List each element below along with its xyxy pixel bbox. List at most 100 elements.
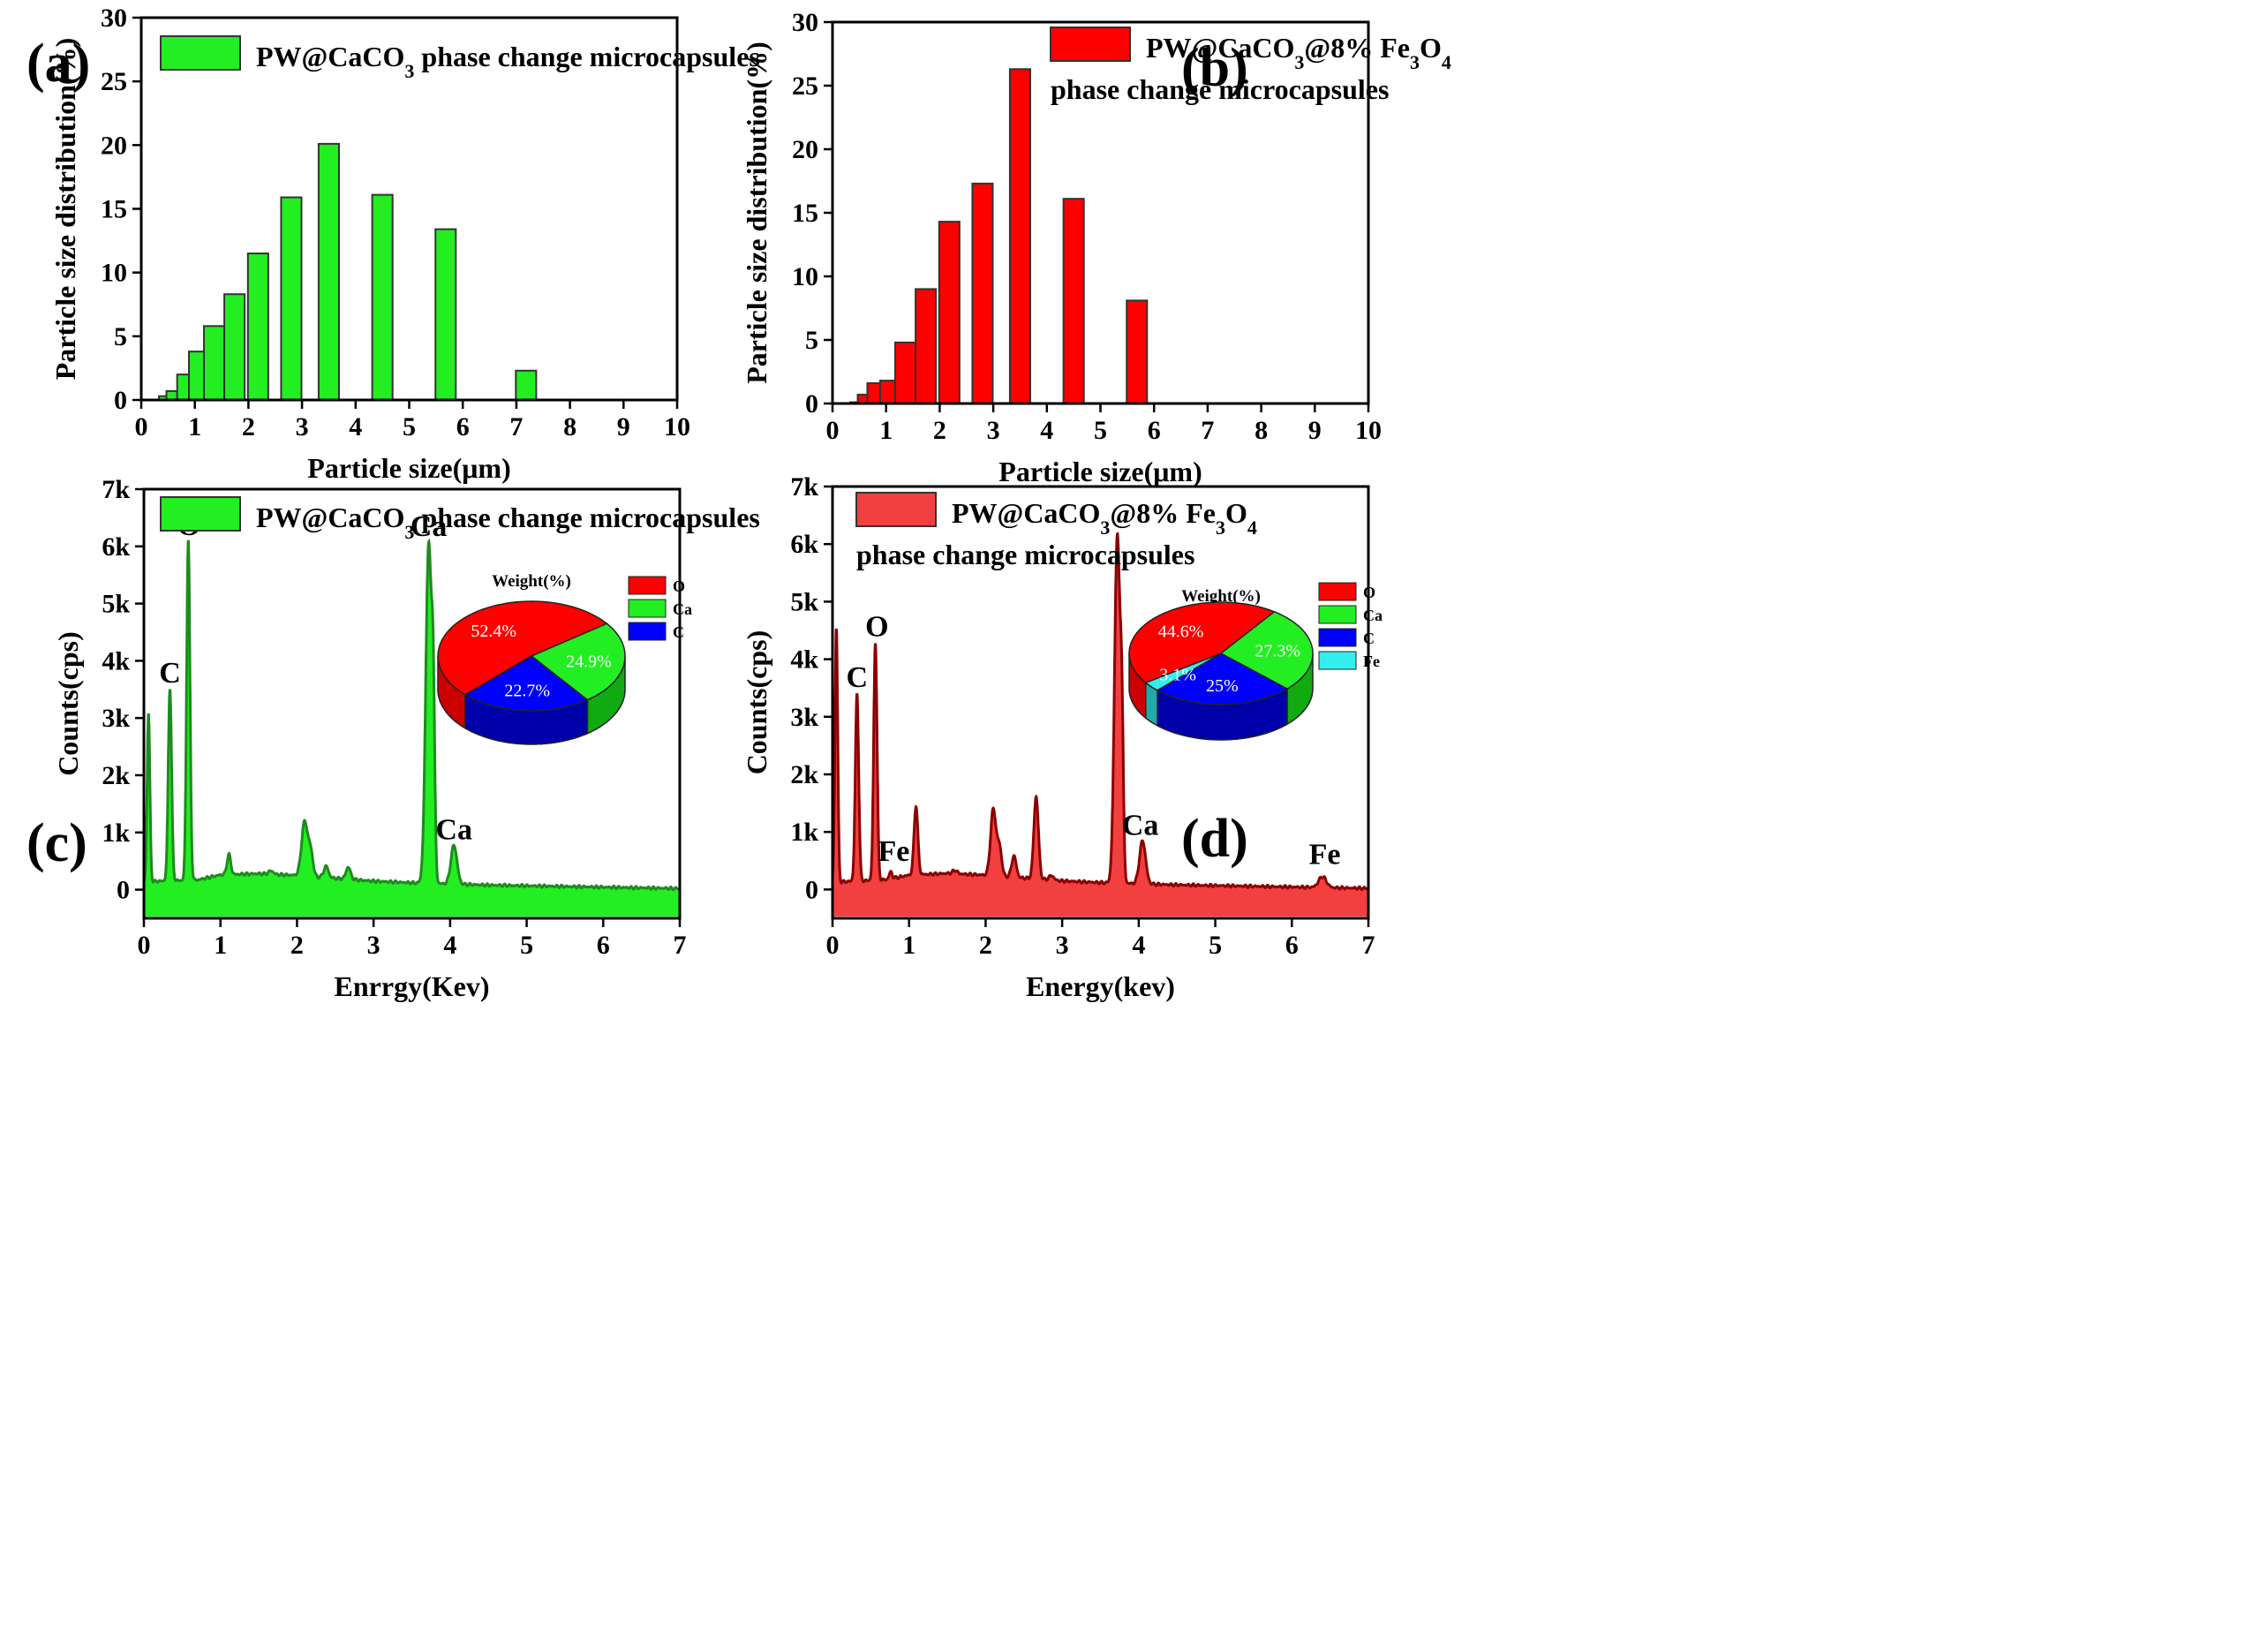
histogram-bar [938, 221, 961, 404]
x-tick-label: 4 [1132, 931, 1145, 960]
x-tick-label: 1 [879, 416, 893, 445]
y-tick-label: 0 [805, 875, 818, 904]
x-tick-label: 6 [456, 412, 470, 441]
pie-title: Weight(%) [1181, 587, 1261, 606]
x-tick-label: 1 [188, 412, 201, 441]
x-tick-label: 8 [563, 412, 576, 441]
x-tick-label: 3 [1056, 931, 1069, 960]
x-tick-label: 4 [1040, 416, 1053, 445]
y-tick-label: 7k [102, 475, 130, 504]
panel-label-a: (a) [26, 34, 90, 94]
y-tick-label: 2k [790, 760, 818, 789]
y-axis-label: Counts(cps) [52, 631, 84, 776]
y-tick-label: 1k [102, 818, 130, 848]
chart-panel-b: 0 1 2 3 4 5 6 7 8 9 10 0 5 10 15 20 25 30 Particle size(μm… [741, 8, 1451, 487]
y-tick-label: 15 [792, 199, 818, 228]
histogram-bar [879, 380, 897, 404]
histogram-bar [371, 193, 394, 401]
pie-legend-label: C [1363, 630, 1375, 647]
y-tick-label: 10 [101, 259, 127, 288]
x-tick-label: 0 [135, 412, 148, 441]
pie-legend-label: C [673, 623, 684, 641]
legend-label-line2: phase change microcapsules [1051, 73, 1389, 105]
y-tick-label: 20 [101, 131, 127, 160]
histogram-bar [894, 341, 917, 405]
y-tick-label: 25 [792, 72, 818, 101]
histogram-bar [866, 381, 882, 404]
x-tick-label: 4 [443, 931, 456, 960]
legend-swatch [1050, 26, 1131, 62]
x-tick-label: 7 [674, 931, 687, 960]
pie-legend-label: Ca [673, 600, 692, 618]
y-tick-label: 20 [792, 135, 818, 164]
x-tick-label: 10 [664, 412, 690, 441]
y-tick-label: 3k [102, 704, 130, 733]
plot-frame-top [831, 485, 1370, 920]
peak-label: Ca [1122, 809, 1159, 841]
x-tick-label: 5 [1209, 931, 1222, 960]
legend-swatch [160, 496, 241, 532]
x-tick-label: 8 [1255, 416, 1268, 445]
pie-value-label: 25% [1206, 676, 1239, 696]
chart-panel-c: 0 1 2 3 4 5 6 7 0 1k 2k 3k 4k 5k 6k 7k Enrrgy(Kev) Counts… [52, 475, 760, 1002]
histogram-bar [1062, 198, 1085, 404]
x-tick-label: 5 [403, 412, 416, 441]
x-tick-label: 6 [1148, 416, 1161, 445]
x-tick-label: 9 [617, 412, 630, 441]
x-tick-label: 6 [1285, 931, 1299, 960]
histogram-bar [1126, 299, 1149, 404]
x-tick-label: 5 [520, 931, 533, 960]
y-tick-label: 6k [102, 532, 130, 562]
histogram-bar [856, 393, 869, 405]
legend-label-line2: phase change microcapsules [856, 539, 1194, 570]
y-tick-label: 3k [790, 703, 818, 732]
y-axis-label: Counts(cps) [741, 630, 772, 775]
y-tick-label: 6k [790, 530, 818, 559]
x-tick-label: 10 [1355, 416, 1382, 445]
pie-slice-C [463, 655, 589, 712]
x-tick-label: 3 [367, 931, 381, 960]
y-tick-label: 4k [790, 645, 818, 675]
y-tick-label: 5k [790, 587, 818, 616]
x-tick-label: 7 [1201, 416, 1214, 445]
y-tick-label: 15 [101, 195, 127, 224]
legend-swatch [855, 492, 937, 527]
x-tick-label: 9 [1308, 416, 1322, 445]
x-tick-label: 0 [826, 416, 840, 445]
y-tick-label: 10 [792, 262, 818, 291]
pie-legend-swatch-C [628, 622, 667, 641]
pie-legend-swatch-O [628, 576, 667, 595]
histogram-bar [434, 228, 457, 401]
y-tick-label: 25 [101, 67, 127, 96]
x-axis-label: Particle size(μm) [307, 452, 510, 484]
y-tick-label: 30 [101, 4, 127, 33]
y-axis-label: Particle size distribution(%) [49, 38, 81, 380]
pie-slice-O [1128, 601, 1277, 684]
pie-legend-swatch-Fe [1318, 651, 1357, 670]
peak-label: C [846, 661, 868, 694]
pie-slice-Ca [530, 622, 626, 701]
histogram-bar [176, 373, 191, 401]
pie-legend-label: Fe [1363, 653, 1380, 670]
x-axis-label: Particle size(μm) [998, 456, 1202, 487]
pie-slice-Fe [1143, 653, 1222, 691]
panel-label-b: (b) [1181, 38, 1248, 98]
peak-label: O [865, 611, 888, 644]
pie-legend-label: O [673, 577, 685, 595]
peak-label: C [159, 657, 181, 690]
y-tick-label: 4k [102, 646, 130, 675]
pie-title: Weight(%) [492, 572, 571, 591]
pie-legend-label: Ca [1363, 607, 1383, 624]
x-tick-label: 3 [296, 412, 309, 441]
legend-swatch [160, 35, 241, 71]
histogram-bar [971, 182, 994, 404]
peak-label: Fe [878, 835, 909, 868]
y-tick-label: 5k [102, 590, 130, 619]
y-tick-label: 2k [102, 761, 130, 790]
histogram-bar [1008, 68, 1031, 404]
spectrum-line [831, 532, 1369, 891]
histogram-bar [203, 325, 226, 401]
x-axis-label: Enrrgy(Kev) [335, 970, 490, 1002]
legend-label: PW@CaCO3 phase change microcapsules [256, 41, 760, 82]
